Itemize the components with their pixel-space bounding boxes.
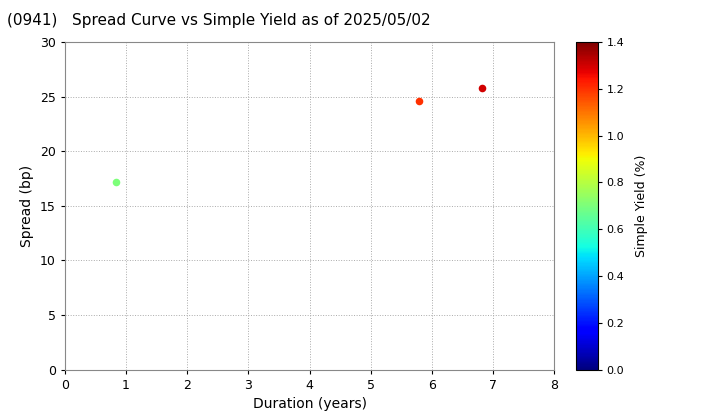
- Point: [413, 97, 424, 104]
- Y-axis label: Spread (bp): Spread (bp): [20, 165, 35, 247]
- Point: [477, 84, 488, 91]
- Y-axis label: Simple Yield (%): Simple Yield (%): [636, 155, 649, 257]
- X-axis label: Duration (years): Duration (years): [253, 397, 366, 411]
- Text: (0941)   Spread Curve vs Simple Yield as of 2025/05/02: (0941) Spread Curve vs Simple Yield as o…: [7, 13, 431, 28]
- Point: [110, 178, 122, 185]
